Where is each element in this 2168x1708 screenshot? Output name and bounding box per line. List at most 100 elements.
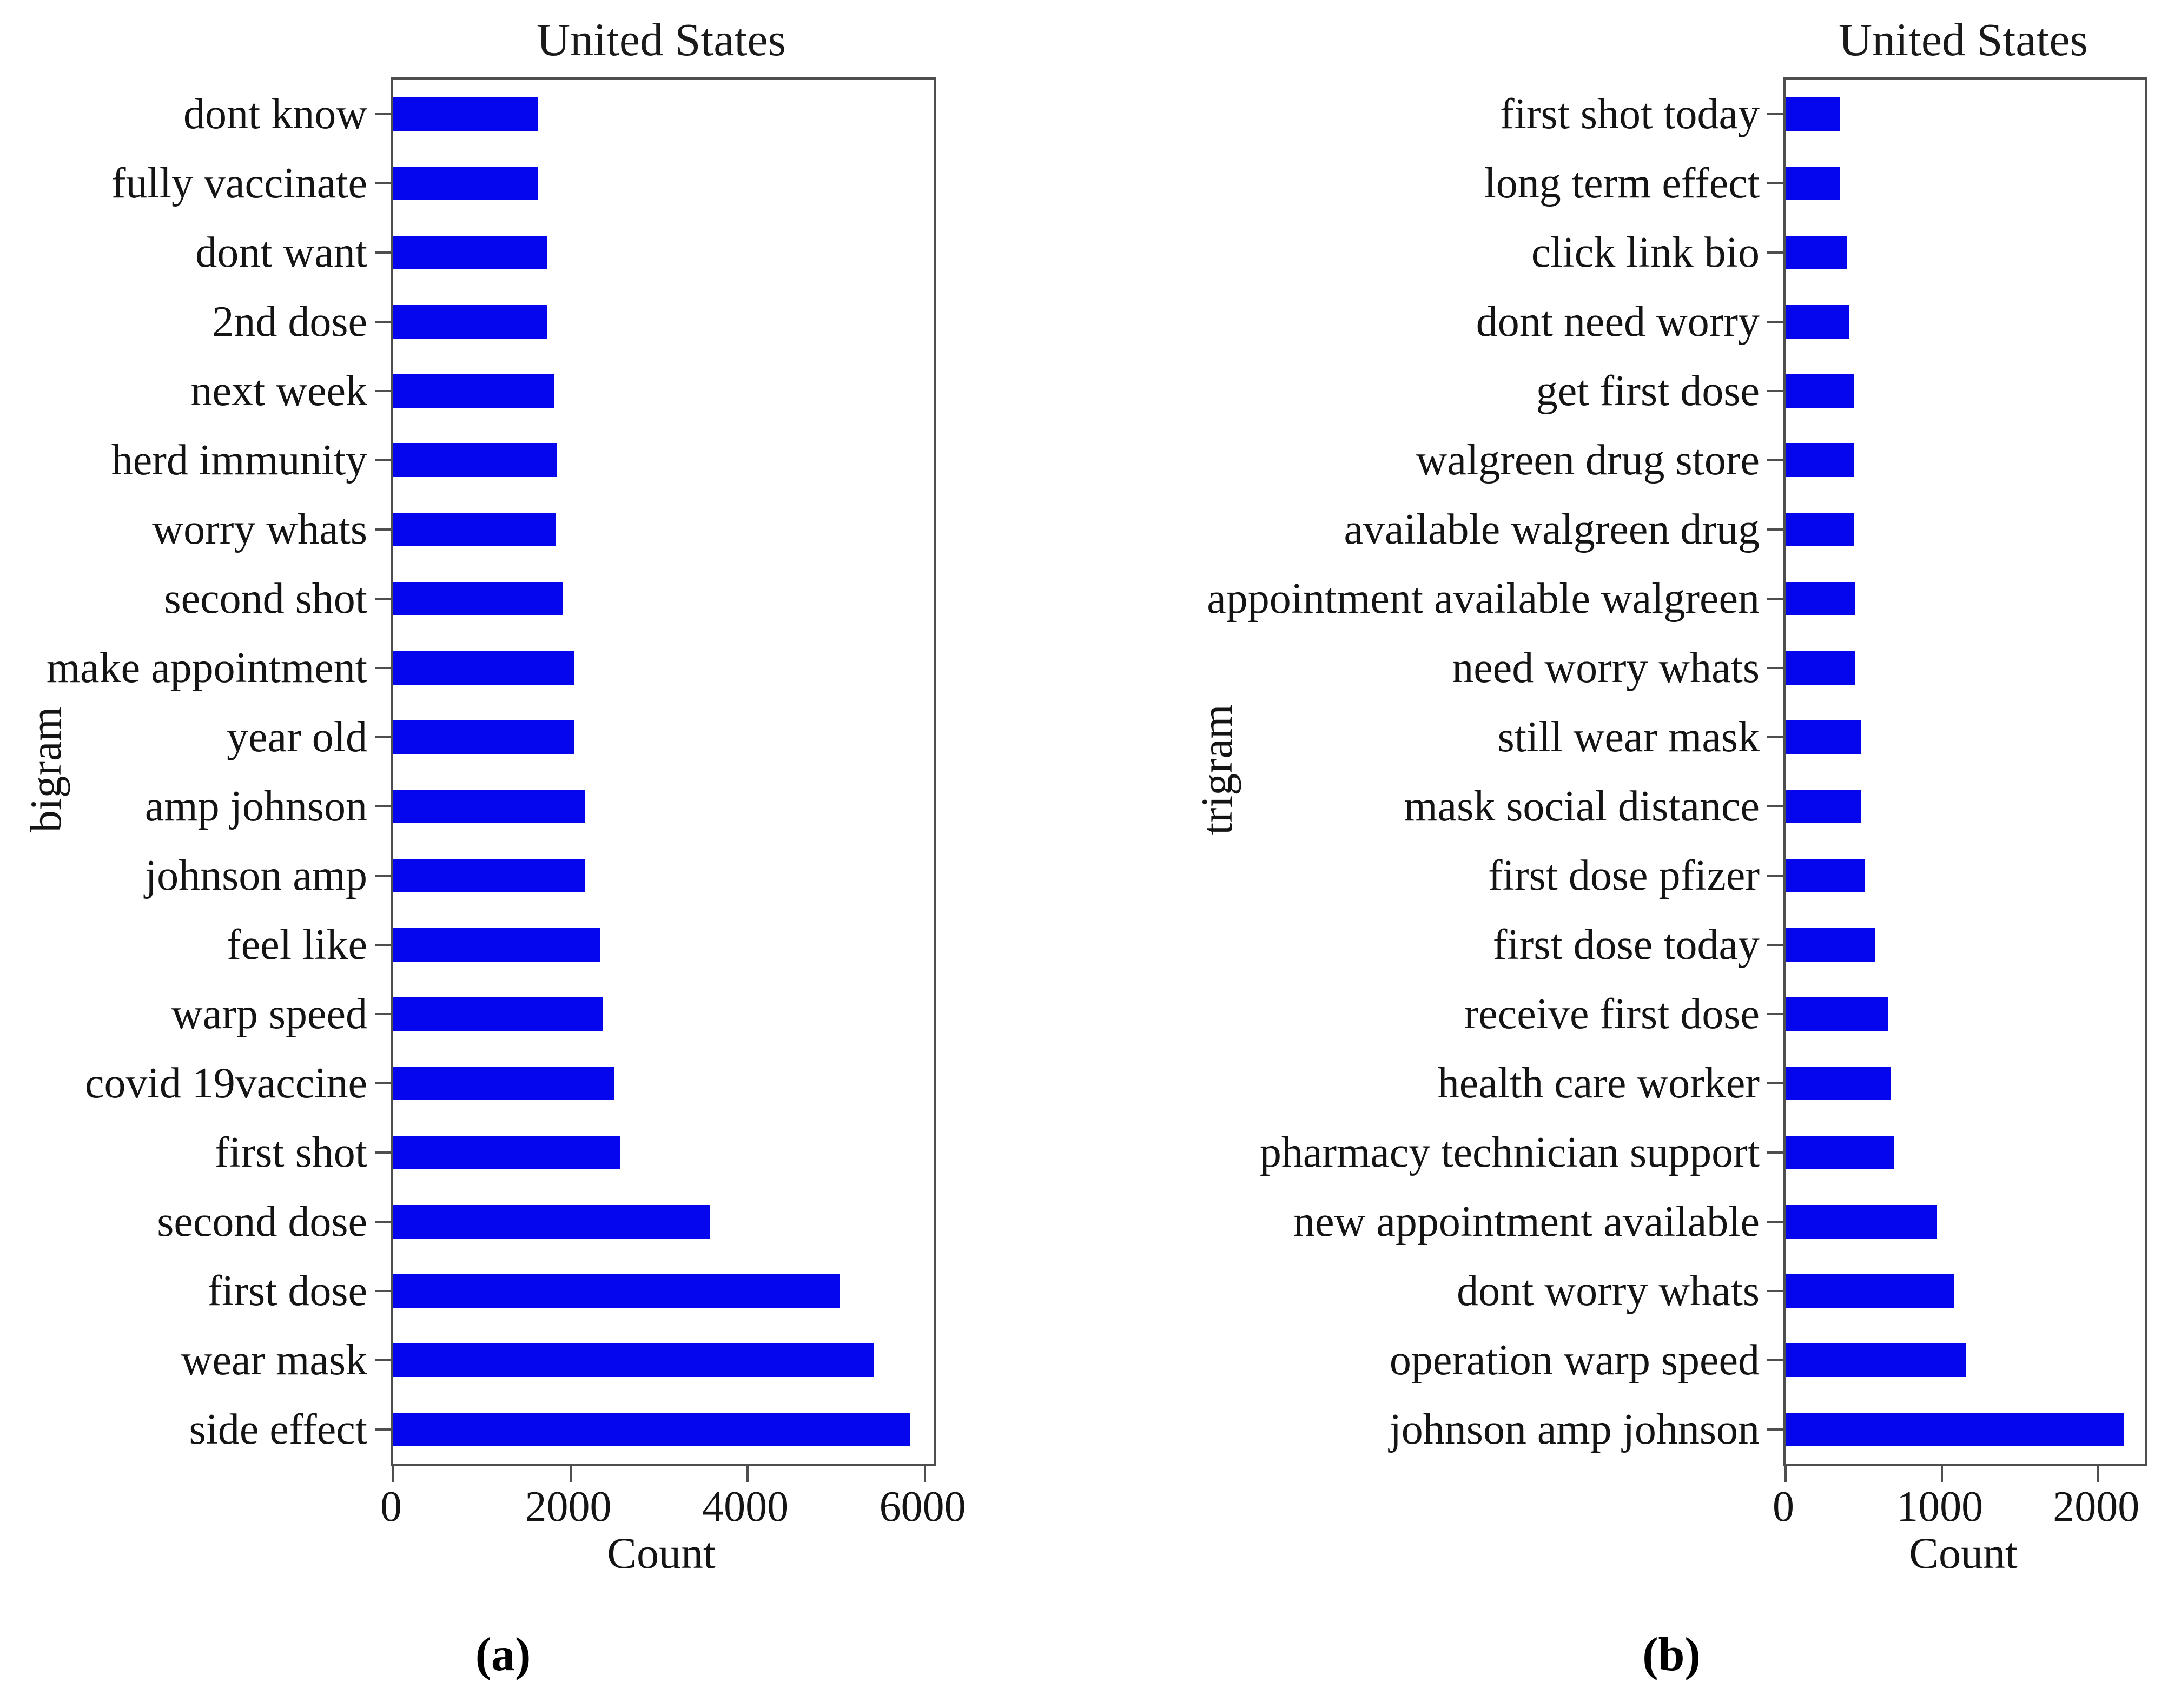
bar-health-care-worker [1786,1067,1891,1100]
category-label-new-appointment-available: new appointment available [1293,1198,1760,1246]
bar-covid-19vaccine [393,1067,614,1100]
category-label-make-appointment: make appointment [46,644,367,692]
x-tick-mark-0 [392,1466,394,1482]
bar-appointment-available-walgreen [1786,582,1855,615]
category-label-dont-worry-whats: dont worry whats [1457,1267,1760,1315]
y-tick-mark [1767,459,1783,461]
category-label-first-dose-pfizer: first dose pfizer [1488,852,1760,899]
x-tick-label-6000: 6000 [879,1483,966,1531]
bar-johnson-amp [393,859,585,892]
category-label-get-first-dose: get first dose [1536,367,1760,415]
y-tick-mark [375,1359,391,1361]
x-tick-mark-2000 [569,1466,572,1482]
bar-amp-johnson [393,790,585,823]
category-label-receive-first-dose: receive first dose [1464,990,1760,1038]
bar-next-week [393,374,554,408]
y-tick-mark [375,459,391,461]
plot-area-a: dont know fully vaccinate dont want 2nd dos… [47,77,936,1482]
x-tick-label-1000: 1000 [1896,1483,1984,1531]
y-tick-mark [375,1428,391,1431]
bar-second-shot [393,582,563,615]
y-tick-mark [375,1082,391,1084]
category-label-first-shot-today: first shot today [1500,90,1760,138]
y-tick-mark [375,113,391,115]
bar-side-effect [393,1413,910,1446]
category-label-still-wear-mask: still wear mask [1497,713,1760,761]
chart-title-a: United States [537,14,786,65]
bar-herd-immunity [393,443,557,477]
plot-area-b: first shot today long term effect click li… [1207,77,2147,1482]
category-label-appointment-available-walgreen: appointment available walgreen [1207,575,1760,623]
category-label-wear-mask: wear mask [181,1336,367,1384]
y-tick-mark [1767,251,1783,254]
bar-receive-first-dose [1786,997,1888,1031]
category-label-pharmacy-technician-support: pharmacy technician support [1259,1129,1760,1176]
category-label-second-dose: second dose [157,1198,367,1246]
bar-feel-like [393,928,600,962]
x-tick-mark-2000 [2097,1466,2100,1482]
bar-available-walgreen-drug [1786,513,1854,546]
category-label-walgreen-drug-store: walgreen drug store [1416,436,1760,484]
y-tick-mark [375,182,391,184]
x-axis-label-count-a: Count [607,1528,716,1578]
category-label-year-old: year old [227,713,367,761]
y-tick-mark [1767,598,1783,600]
category-label-worry-whats: worry whats [152,506,367,553]
category-label-mask-social-distance: mask social distance [1404,783,1760,830]
y-tick-mark [375,528,391,531]
bar-pharmacy-technician-support [1786,1136,1894,1169]
bar-get-first-dose [1786,374,1854,408]
chart-title-b: United States [1839,14,2088,65]
y-tick-mark [1767,1290,1783,1292]
y-tick-mark [1767,1151,1783,1154]
x-tick-label-4000: 4000 [702,1483,789,1531]
x-tick-label-0: 0 [380,1483,402,1531]
panel-caption-a: (a) [475,1628,531,1681]
bar-first-shot [393,1136,620,1169]
bar-still-wear-mask [1786,720,1861,754]
y-tick-mark [1767,1428,1783,1431]
y-tick-mark [375,944,391,946]
category-label-fully-vaccinate: fully vaccinate [111,160,367,207]
y-tick-mark [375,1221,391,1223]
category-label-side-effect: side effect [189,1406,367,1453]
category-label-click-link-bio: click link bio [1531,229,1760,276]
bar-year-old [393,720,574,754]
x-axis-label-count-b: Count [1909,1528,2018,1578]
bar-walgreen-drug-store [1786,443,1854,477]
panel-caption-b: (b) [1642,1628,1701,1681]
category-label-johnson-amp-johnson: johnson amp johnson [1389,1406,1760,1453]
y-tick-mark [1767,667,1783,669]
x-tick-mark-4000 [746,1466,749,1482]
bar-2nd-dose [393,305,547,339]
bar-first-shot-today [1786,97,1840,131]
bar-dont-know [393,97,538,131]
y-tick-mark [1767,1013,1783,1015]
category-label-warp-speed: warp speed [171,990,367,1038]
y-tick-mark [1767,182,1783,184]
x-tick-label-2000: 2000 [2053,1483,2140,1531]
bar-dont-want [393,236,547,269]
category-label-johnson-amp: johnson amp [144,852,367,899]
bar-warp-speed [393,997,603,1031]
x-tick-label-0: 0 [1773,1483,1794,1531]
category-label-first-shot: first shot [214,1129,367,1176]
y-tick-mark [1767,321,1783,323]
y-tick-mark [1767,875,1783,877]
y-tick-mark [1767,528,1783,531]
category-label-dont-want: dont want [195,229,367,276]
y-tick-mark [375,1151,391,1154]
y-tick-mark [375,251,391,254]
bar-click-link-bio [1786,236,1847,269]
bar-dont-worry-whats [1786,1274,1954,1308]
y-tick-mark [375,1290,391,1292]
x-tick-mark-0 [1784,1466,1787,1482]
category-label-health-care-worker: health care worker [1437,1060,1760,1107]
bar-johnson-amp-johnson [1786,1413,2124,1446]
x-tick-label-2000: 2000 [525,1483,612,1531]
category-label-need-worry-whats: need worry whats [1452,644,1760,692]
y-tick-mark [375,736,391,738]
category-label-feel-like: feel like [227,921,367,969]
bar-make-appointment [393,651,574,685]
